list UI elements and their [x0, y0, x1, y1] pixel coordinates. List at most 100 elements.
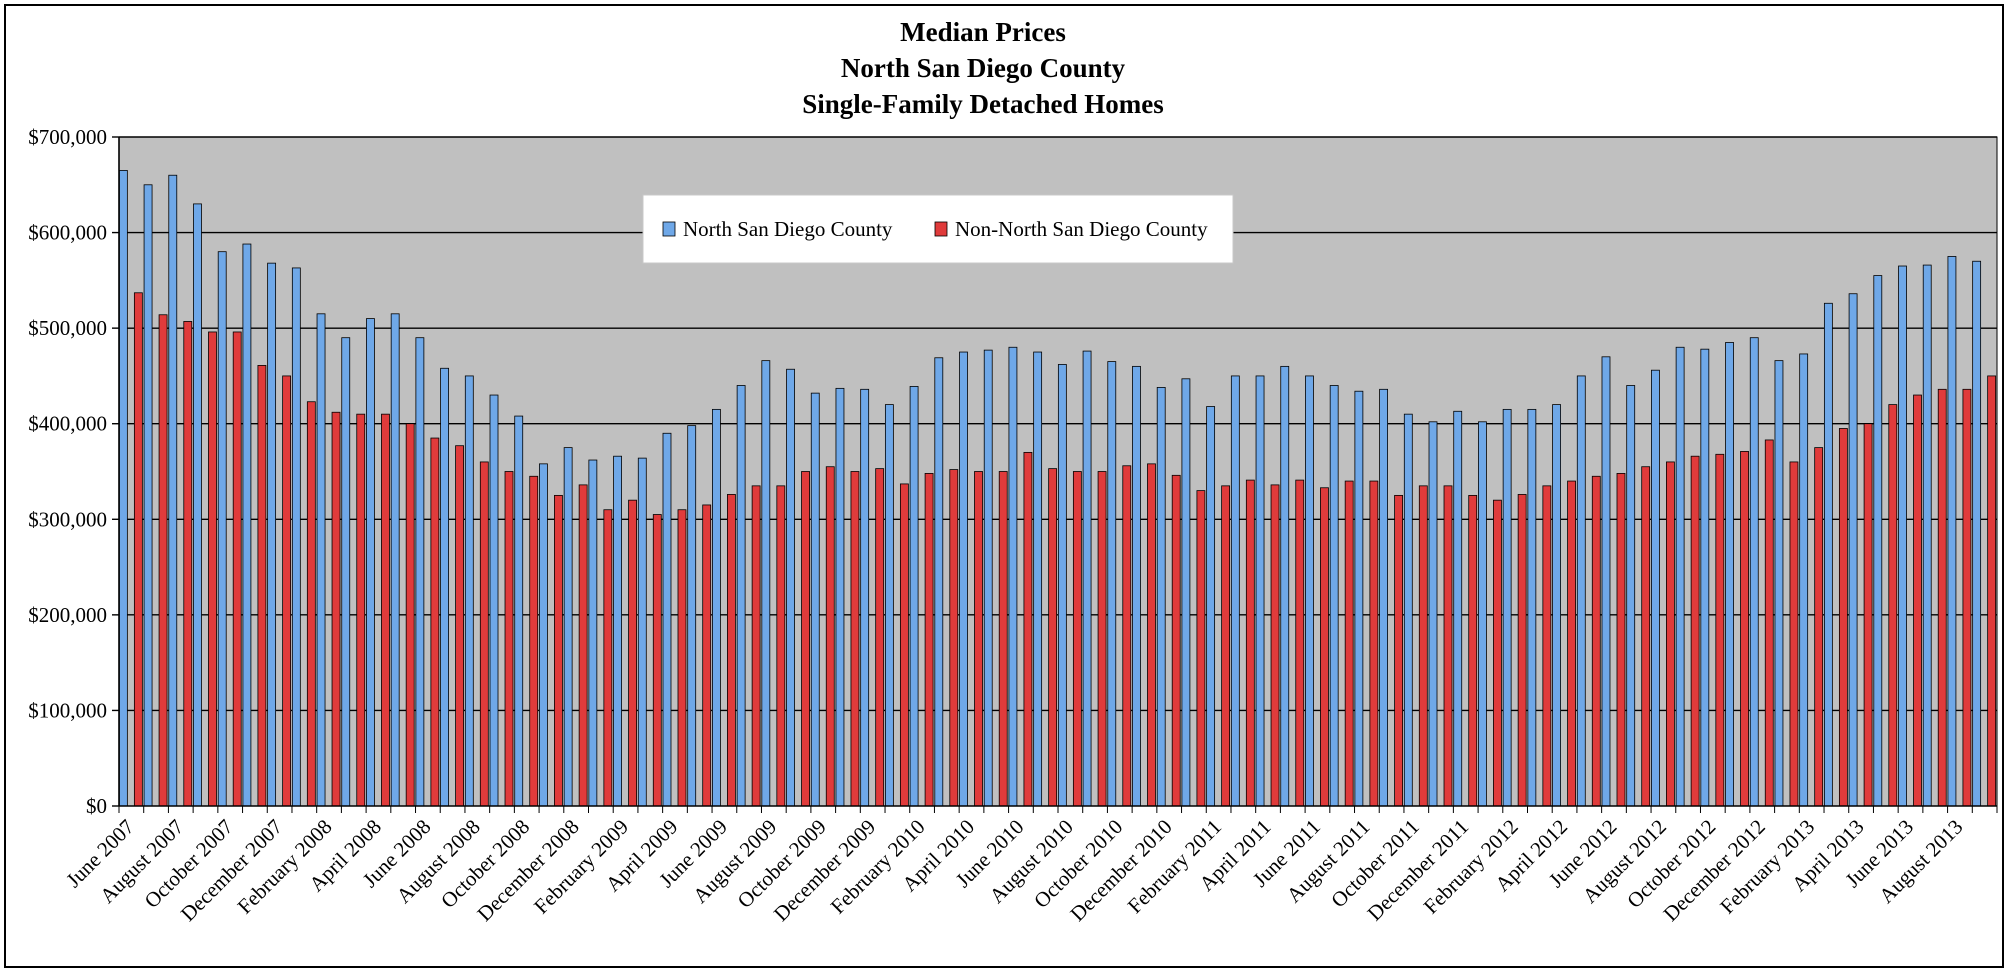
bar [405, 423, 415, 807]
y-axis-ticks: $0 $100,000 $200,000 $300,000 $400,000 $500,0… [28, 125, 119, 818]
bar [356, 413, 366, 807]
bar [158, 314, 168, 807]
bar [983, 349, 993, 807]
bar [193, 203, 202, 807]
bar [1369, 480, 1379, 807]
bar [1008, 346, 1018, 807]
bar [514, 415, 524, 807]
legend: North San Diego County Non-North San Dieg… [642, 194, 1234, 264]
bar [1245, 479, 1255, 807]
bar [455, 445, 464, 807]
bar [1468, 494, 1478, 807]
bar [1394, 494, 1403, 807]
bar [712, 408, 721, 807]
bar [316, 313, 326, 807]
bar [168, 174, 178, 807]
bar [479, 461, 489, 807]
bar [652, 514, 662, 807]
bar [1601, 356, 1611, 807]
bar [1428, 421, 1438, 807]
bar [208, 331, 217, 807]
y-tick-label: $100,000 [28, 698, 107, 722]
bar [1354, 390, 1364, 807]
bar [282, 375, 292, 807]
bar [1838, 428, 1848, 807]
bar [702, 504, 712, 807]
bar [366, 318, 375, 807]
y-tick-label: $600,000 [28, 221, 107, 245]
bar [1740, 451, 1749, 807]
bar [1156, 386, 1166, 807]
bar [588, 459, 598, 807]
bar [1329, 385, 1339, 807]
bar [1097, 471, 1107, 807]
bar [1255, 375, 1265, 807]
bar [899, 483, 909, 807]
bar [1403, 413, 1413, 807]
bar [934, 357, 944, 807]
bar [761, 360, 771, 807]
bar [1270, 484, 1280, 807]
bar [1799, 353, 1809, 807]
bar [810, 392, 820, 807]
bar [1626, 385, 1636, 807]
bar [1280, 365, 1290, 807]
bar [1888, 404, 1898, 807]
bar [998, 471, 1008, 807]
bar [1230, 375, 1240, 807]
bar [1147, 463, 1156, 807]
bar [1972, 260, 1982, 807]
bar [875, 468, 885, 807]
bar [1344, 480, 1354, 807]
bar [529, 475, 539, 807]
bar [381, 413, 390, 807]
bar [183, 321, 193, 807]
bar [1913, 394, 1922, 807]
bar [1493, 499, 1502, 807]
bar [1221, 485, 1231, 807]
bar [1987, 375, 1997, 807]
bar [1848, 293, 1858, 807]
bar [1379, 388, 1388, 807]
bar [1641, 466, 1651, 807]
bar [1443, 485, 1453, 807]
bar [1171, 474, 1181, 807]
bar [1774, 360, 1784, 807]
bar [257, 365, 267, 807]
bar [1715, 453, 1725, 807]
bar [974, 471, 983, 807]
bar [1567, 480, 1576, 807]
bar [677, 509, 687, 807]
bar [924, 473, 934, 807]
bar [504, 471, 514, 807]
bar [1478, 421, 1487, 807]
bar [637, 457, 647, 807]
bar [1814, 447, 1824, 807]
bar [1295, 479, 1305, 807]
bar [959, 351, 968, 807]
bar [1305, 375, 1314, 807]
bar [440, 367, 449, 807]
bar [1591, 475, 1601, 807]
bar [751, 485, 761, 807]
bar [1700, 348, 1710, 807]
bar [578, 484, 588, 807]
bar [554, 494, 563, 807]
bar [1527, 408, 1537, 807]
bar [1764, 439, 1774, 807]
bar [1873, 275, 1883, 807]
bar [430, 437, 440, 807]
bar [390, 313, 400, 807]
bar [539, 463, 548, 807]
bar [1651, 369, 1660, 807]
bar [727, 494, 736, 807]
bar [489, 394, 499, 807]
bar [143, 184, 153, 807]
bar [1749, 337, 1759, 807]
bar [1542, 485, 1552, 807]
chart-title-line-3: Single-Family Detached Homes [802, 89, 1164, 119]
bar [1690, 455, 1700, 807]
bar [1552, 404, 1561, 807]
